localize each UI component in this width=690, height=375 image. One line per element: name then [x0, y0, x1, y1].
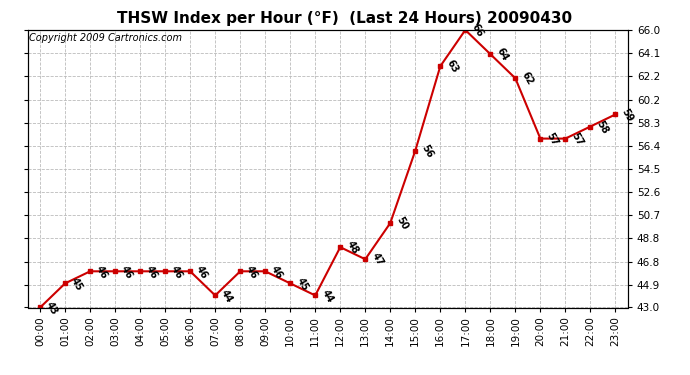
Text: 43: 43 [44, 300, 59, 316]
Text: 46: 46 [95, 264, 110, 280]
Text: 46: 46 [269, 264, 285, 280]
Text: 46: 46 [169, 264, 185, 280]
Text: 66: 66 [469, 22, 485, 39]
Text: 47: 47 [369, 252, 385, 268]
Text: 45: 45 [295, 276, 310, 292]
Text: 45: 45 [69, 276, 85, 292]
Text: 44: 44 [319, 288, 335, 304]
Text: 50: 50 [395, 215, 410, 232]
Text: 58: 58 [595, 119, 610, 135]
Text: 46: 46 [144, 264, 159, 280]
Text: 59: 59 [620, 106, 635, 123]
Text: 62: 62 [520, 70, 535, 87]
Text: Copyright 2009 Cartronics.com: Copyright 2009 Cartronics.com [29, 33, 181, 43]
Text: 56: 56 [420, 143, 435, 160]
Text: 46: 46 [195, 264, 210, 280]
Text: 63: 63 [444, 58, 460, 75]
Text: 48: 48 [344, 239, 360, 256]
Text: 57: 57 [569, 131, 585, 147]
Text: 46: 46 [119, 264, 135, 280]
Text: 57: 57 [544, 131, 560, 147]
Text: 46: 46 [244, 264, 259, 280]
Text: 44: 44 [219, 288, 235, 304]
Text: 64: 64 [495, 46, 510, 63]
Text: THSW Index per Hour (°F)  (Last 24 Hours) 20090430: THSW Index per Hour (°F) (Last 24 Hours)… [117, 11, 573, 26]
